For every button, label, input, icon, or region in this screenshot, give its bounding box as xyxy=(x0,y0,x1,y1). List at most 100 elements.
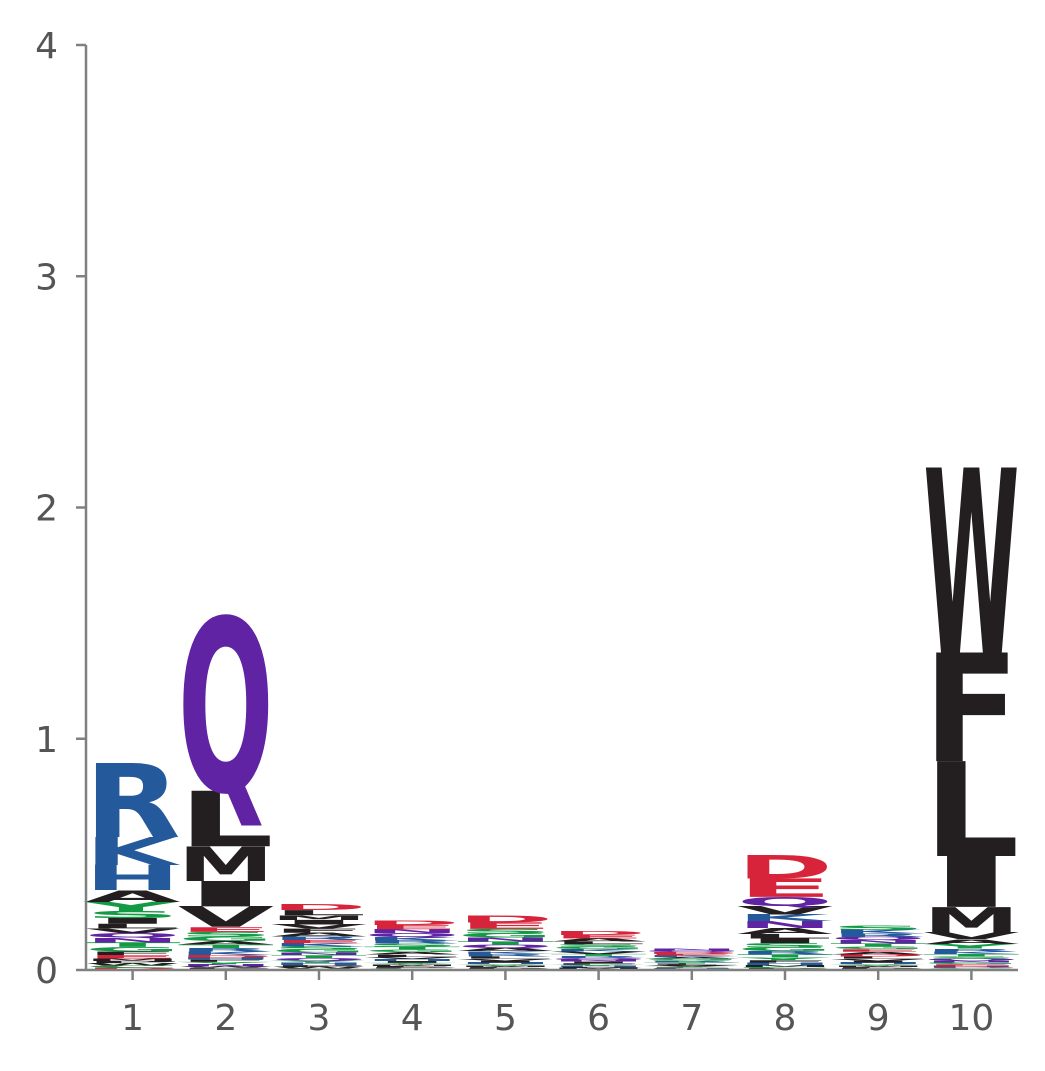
x-tick-label: 4 xyxy=(401,998,424,1039)
logo-letter-k: K xyxy=(830,929,926,935)
logo-letter-a: A xyxy=(644,957,740,959)
logo-letter-i: I xyxy=(364,960,460,963)
logo-letter-c: C xyxy=(923,968,1019,969)
logo-letter-p: P xyxy=(85,960,181,964)
logo-letter-m: M xyxy=(271,914,367,921)
logo-letter-h: H xyxy=(923,965,1019,967)
logo-letter-l: L xyxy=(644,963,740,965)
logo-letter-s: S xyxy=(85,909,181,920)
logo-letter-g: G xyxy=(364,949,460,953)
logo-letter-y: Y xyxy=(922,943,1018,950)
x-axis: 1 2 3 4 5 6 7 8 9 10 xyxy=(86,968,1018,1039)
logo-letter-v: V xyxy=(271,923,367,930)
logo-letter-f: F xyxy=(830,966,926,968)
y-axis: 0 1 2 3 4 xyxy=(35,26,88,992)
logo-letter-g: G xyxy=(178,935,274,942)
logo-letter-n: N xyxy=(923,960,1019,963)
logo-letter-q: Q xyxy=(737,894,833,909)
logo-letter-d: D xyxy=(271,903,367,912)
logo-letter-f: F xyxy=(644,967,740,968)
logo-letter-t: T xyxy=(830,943,926,948)
logo-letter-a: A xyxy=(271,932,367,938)
logo-letter-l: L xyxy=(178,776,274,865)
logo-letter-f: F xyxy=(178,959,274,963)
logo-letter-a: A xyxy=(923,938,1019,945)
logo-letter-v: V xyxy=(737,904,833,917)
logo-letter-t: T xyxy=(271,954,367,958)
logo-letter-m: M xyxy=(737,964,833,967)
x-tick-label: 3 xyxy=(308,998,331,1039)
logo-letter-y: Y xyxy=(363,962,459,965)
logo-letter-p: P xyxy=(364,967,460,969)
logo-letter-e: E xyxy=(364,924,460,931)
logo-letter-n: N xyxy=(271,952,367,956)
logo-glyphs: DCWPMEFGTNQVLISYAHKRCPWNYFHDKRTAGSEVIMLQ… xyxy=(83,417,1019,971)
logo-letter-q: Q xyxy=(644,950,740,953)
logo-letter-r: R xyxy=(737,950,833,955)
logo-letter-g: G xyxy=(737,946,833,952)
y-tick-label: 2 xyxy=(35,489,58,530)
logo-letter-a: A xyxy=(551,937,647,942)
logo-letter-r: R xyxy=(830,933,926,939)
logo-letter-m: M xyxy=(364,964,460,966)
logo-letter-k: K xyxy=(923,951,1019,955)
logo-letter-e: E xyxy=(737,873,833,903)
logo-letter-i: I xyxy=(923,842,1019,923)
y-tick-label: 1 xyxy=(35,720,58,761)
logo-letter-p: P xyxy=(551,967,647,968)
logo-letter-m: M xyxy=(457,965,553,967)
logo-letter-q: Q xyxy=(923,958,1019,961)
x-tick-label: 10 xyxy=(948,998,994,1039)
x-tick-label: 1 xyxy=(121,998,144,1039)
logo-letter-g: G xyxy=(830,946,926,950)
logo-letter-d: D xyxy=(644,952,740,955)
logo-letter-p: P xyxy=(457,968,553,969)
logo-letter-e: E xyxy=(457,921,553,931)
logo-letter-i: I xyxy=(271,919,367,926)
logo-letter-r: R xyxy=(457,953,553,957)
logo-letter-g: G xyxy=(644,958,740,960)
logo-letter-h: H xyxy=(364,959,460,962)
logo-letter-s: S xyxy=(551,943,647,947)
logo-letter-a: A xyxy=(457,947,553,952)
logo-letter-e: E xyxy=(551,934,647,939)
logo-letter-q: Q xyxy=(85,932,181,939)
logo-letter-t: T xyxy=(178,944,274,950)
logo-letter-t: T xyxy=(923,953,1019,957)
logo-letter-e: E xyxy=(923,964,1019,966)
logo-letter-v: V xyxy=(457,958,553,961)
logo-letter-l: L xyxy=(85,923,181,930)
logo-letter-v: V xyxy=(923,930,1019,941)
logo-letter-l: L xyxy=(830,956,926,959)
logo-letter-h: H xyxy=(85,858,181,899)
logo-letter-g: G xyxy=(271,949,367,954)
logo-letter-h: H xyxy=(178,957,274,961)
logo-letter-h: H xyxy=(551,966,647,968)
logo-letter-v: V xyxy=(178,901,274,934)
logo-letter-a: A xyxy=(830,951,926,955)
y-tick-label: 4 xyxy=(35,26,58,67)
logo-letter-s: S xyxy=(457,928,553,935)
logo-letter-w: W xyxy=(271,967,367,970)
logo-letter-t: T xyxy=(551,953,647,956)
logo-letter-q: Q xyxy=(364,932,460,938)
logo-letter-f: F xyxy=(923,623,1019,797)
logo-letter-t: T xyxy=(737,953,833,958)
logo-letter-l: L xyxy=(551,941,647,945)
logo-letter-p: P xyxy=(178,967,274,969)
logo-letter-m: M xyxy=(85,958,181,962)
logo-letter-e: E xyxy=(271,939,367,944)
logo-letter-y: Y xyxy=(735,957,831,961)
logo-letter-h: H xyxy=(737,962,833,966)
logo-letter-r: R xyxy=(364,940,460,945)
logo-letter-m: M xyxy=(178,837,274,893)
logo-letter-n: N xyxy=(85,936,181,943)
logo-letter-l: L xyxy=(364,954,460,958)
logo-letter-f: F xyxy=(271,928,367,935)
logo-letter-n: N xyxy=(830,939,926,944)
logo-letter-f: F xyxy=(364,965,460,967)
logo-letter-m: M xyxy=(923,901,1019,941)
logo-letter-y: Y xyxy=(456,964,552,966)
logo-letter-i: I xyxy=(457,960,553,963)
